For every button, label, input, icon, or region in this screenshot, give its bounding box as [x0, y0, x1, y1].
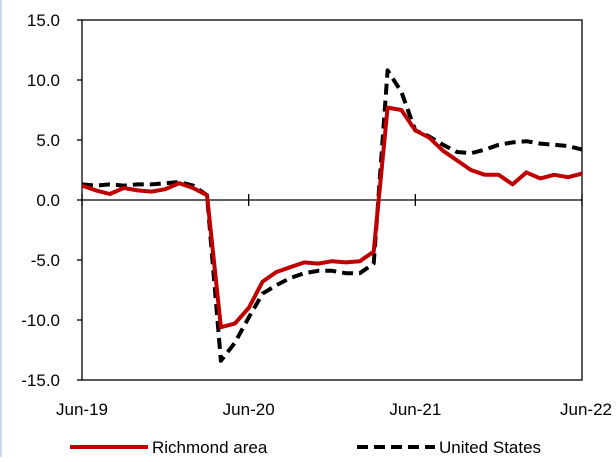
y-tick-label: 5.0 [36, 131, 60, 150]
y-axis: 15.0 10.0 5.0 0.0 -5.0 -10.0 -15.0 [21, 11, 82, 390]
legend-label: United States [439, 438, 541, 457]
series-lines [81, 68, 583, 363]
x-tick-label: Jun-22 [560, 400, 612, 419]
frame-edge [0, 0, 2, 457]
y-tick-label: 10.0 [27, 71, 60, 90]
y-tick-label: -15.0 [21, 371, 60, 390]
x-axis-labels: Jun-19 Jun-20 Jun-21 Jun-22 [56, 400, 612, 419]
x-tick-label: Jun-19 [56, 400, 108, 419]
y-tick-label: 0.0 [36, 191, 60, 210]
y-tick-label: 15.0 [27, 11, 60, 30]
x-axis [81, 194, 583, 206]
x-tick-label: Jun-21 [389, 400, 441, 419]
series-line-united-states [81, 68, 583, 363]
y-tick-label: -5.0 [31, 251, 60, 270]
legend-label: Richmond area [152, 438, 268, 457]
legend: Richmond area United States [70, 438, 541, 457]
x-tick-label: Jun-20 [223, 400, 275, 419]
y-tick-label: -10.0 [21, 311, 60, 330]
series-line-richmond-area [81, 105, 583, 330]
